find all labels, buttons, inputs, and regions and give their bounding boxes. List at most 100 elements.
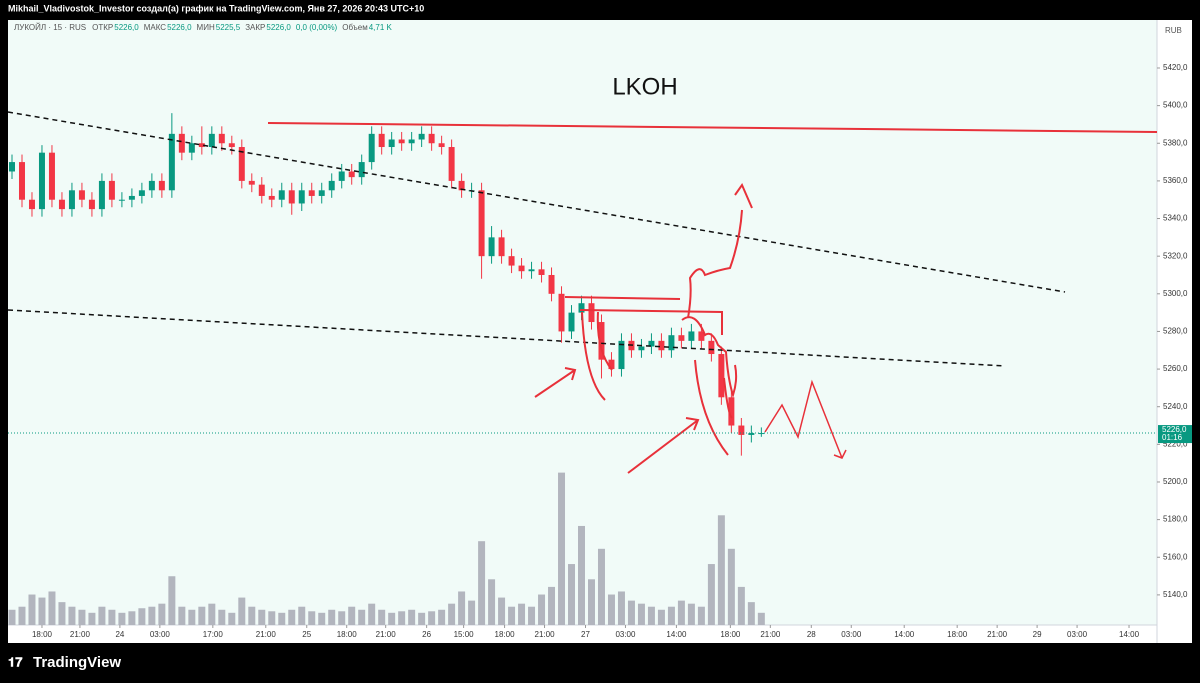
x-tick-label: 26 <box>422 630 431 639</box>
volume-bar <box>637 603 645 625</box>
candle-body <box>448 147 455 181</box>
volume-bar <box>368 603 376 625</box>
volume-bar <box>298 606 306 625</box>
candle-body <box>228 143 235 148</box>
volume-bar <box>188 609 196 625</box>
candle-body <box>278 190 285 200</box>
volume-bar <box>78 609 86 625</box>
volume-bar <box>48 591 56 625</box>
volume-bar <box>717 515 725 625</box>
volume-bar <box>587 579 595 625</box>
x-tick-label: 14:00 <box>1119 630 1140 639</box>
volume-bar <box>727 548 735 625</box>
candle-body <box>298 190 305 204</box>
candle-body <box>618 340 625 370</box>
y-tick-label: 5300,0 <box>1163 289 1188 298</box>
y-tick-label: 5400,0 <box>1163 101 1188 110</box>
volume-bar <box>128 611 136 625</box>
trend-line <box>7 111 1066 293</box>
legend-text: ОТКР <box>92 23 113 32</box>
candle-body <box>748 433 755 435</box>
candle-body <box>38 152 45 210</box>
legend-text: МАКС <box>144 23 167 32</box>
legend-text: Объем <box>342 23 368 32</box>
volume-bar <box>627 600 635 625</box>
drawn-curve <box>694 359 729 456</box>
x-tick-label: 21:00 <box>256 630 277 639</box>
volume-layer <box>8 472 765 625</box>
candle-body <box>608 359 615 370</box>
x-tick-label: 18:00 <box>32 630 53 639</box>
candle-body <box>658 340 665 351</box>
candle-body <box>498 237 505 257</box>
candle-body <box>248 180 255 185</box>
candle-body <box>288 190 295 204</box>
volume-bar <box>138 608 146 625</box>
candle-body <box>98 180 105 210</box>
volume-bar <box>508 606 516 625</box>
volume-bar <box>148 606 156 625</box>
legend-text: МИН <box>197 23 215 32</box>
x-tick-label: 17:00 <box>203 630 224 639</box>
volume-bar <box>478 541 486 625</box>
candle-body <box>728 397 735 426</box>
candle-body <box>378 133 385 148</box>
volume-bar <box>388 612 396 625</box>
volume-bar <box>248 606 256 625</box>
volume-bar <box>288 609 296 625</box>
volume-bar <box>38 597 46 625</box>
volume-bar <box>268 611 276 625</box>
volume-bar <box>178 606 186 625</box>
candle-body <box>218 133 225 144</box>
candle-body <box>8 162 15 172</box>
candle-body <box>678 335 685 341</box>
volume-bar <box>208 603 216 625</box>
x-tick-label: 24 <box>115 630 124 639</box>
candle-body <box>548 274 555 294</box>
volume-bar <box>488 579 496 625</box>
candle-body <box>198 143 205 148</box>
candle-body <box>648 340 655 347</box>
legend-text: 5226,0 <box>114 23 139 32</box>
last-price-label: 5226,0 <box>1162 425 1187 434</box>
x-tick-label: 27 <box>581 630 590 639</box>
y-tick-label: 5340,0 <box>1163 214 1188 223</box>
y-tick-label: 5200,0 <box>1163 477 1188 486</box>
volume-bar <box>358 609 366 625</box>
candle-body <box>158 180 165 191</box>
volume-bar <box>218 609 226 625</box>
x-tick-label: 21:00 <box>70 630 91 639</box>
candle-body <box>588 303 595 323</box>
candle-body <box>558 293 565 332</box>
volume-bar <box>697 606 705 625</box>
volume-bar <box>408 609 416 625</box>
header-text: Mikhail_Vladivostok_Investor создал(а) г… <box>8 3 424 13</box>
candle-body <box>518 265 525 272</box>
candle-body <box>708 340 715 355</box>
volume-bar <box>108 609 116 625</box>
candle-body <box>318 190 325 196</box>
x-tick-label: 03:00 <box>150 630 171 639</box>
volume-bar <box>68 606 76 625</box>
footer-logo: TradingView <box>33 654 121 671</box>
volume-bar <box>687 603 695 625</box>
candle-body <box>18 162 25 200</box>
candle-body <box>328 180 335 191</box>
x-tick-label: 03:00 <box>841 630 862 639</box>
candle-body <box>58 199 65 210</box>
drawn-line <box>579 309 723 335</box>
legend-text: 0,0 (0,00%) <box>296 23 338 32</box>
x-tick-label: 15:00 <box>454 630 475 639</box>
candle-body <box>488 237 495 257</box>
candle-body <box>688 331 695 341</box>
candle-body <box>68 190 75 210</box>
x-tick-label: 21:00 <box>376 630 397 639</box>
volume-bar <box>238 597 246 625</box>
volume-bar <box>597 548 605 625</box>
countdown: 01:16 <box>1162 433 1183 442</box>
x-tick-label: 28 <box>807 630 816 639</box>
volume-bar <box>168 576 176 625</box>
x-tick-label: 18:00 <box>337 630 358 639</box>
candle-body <box>418 133 425 140</box>
volume-bar <box>228 612 236 625</box>
